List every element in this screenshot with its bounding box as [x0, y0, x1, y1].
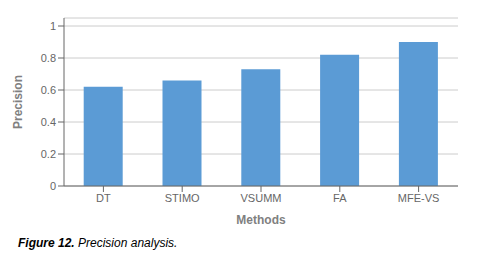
svg-text:1: 1 — [50, 20, 56, 32]
html-text:Figure 12. Precision analysis.: Figure 12. Precision analysis. — [18, 236, 178, 250]
svg-text:FA: FA — [333, 192, 347, 204]
svg-text:Precision: Precision — [11, 75, 25, 129]
svg-text:Methods: Methods — [236, 213, 286, 227]
svg-text:STIMO: STIMO — [165, 192, 200, 204]
svg-text:0.6: 0.6 — [41, 84, 56, 96]
svg-text:MFE-VS: MFE-VS — [398, 192, 440, 204]
svg-text:0: 0 — [50, 180, 56, 192]
svg-text:0.8: 0.8 — [41, 52, 56, 64]
svg-text:0.2: 0.2 — [41, 148, 56, 160]
svg-text:DT: DT — [96, 192, 111, 204]
svg-text:0.4: 0.4 — [41, 116, 56, 128]
svg-text:VSUMM: VSUMM — [241, 192, 282, 204]
